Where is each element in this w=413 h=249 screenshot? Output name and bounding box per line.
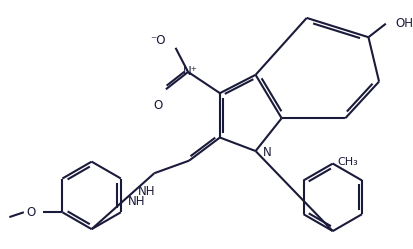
Text: ⁻O: ⁻O bbox=[150, 34, 166, 47]
Text: O: O bbox=[154, 99, 163, 112]
Text: O: O bbox=[26, 206, 35, 219]
Text: OH: OH bbox=[396, 17, 413, 30]
Text: CH₃: CH₃ bbox=[337, 157, 358, 167]
Text: N: N bbox=[263, 146, 272, 159]
Text: N⁺: N⁺ bbox=[183, 65, 197, 78]
Text: NH: NH bbox=[138, 185, 155, 198]
Text: NH: NH bbox=[128, 195, 145, 208]
